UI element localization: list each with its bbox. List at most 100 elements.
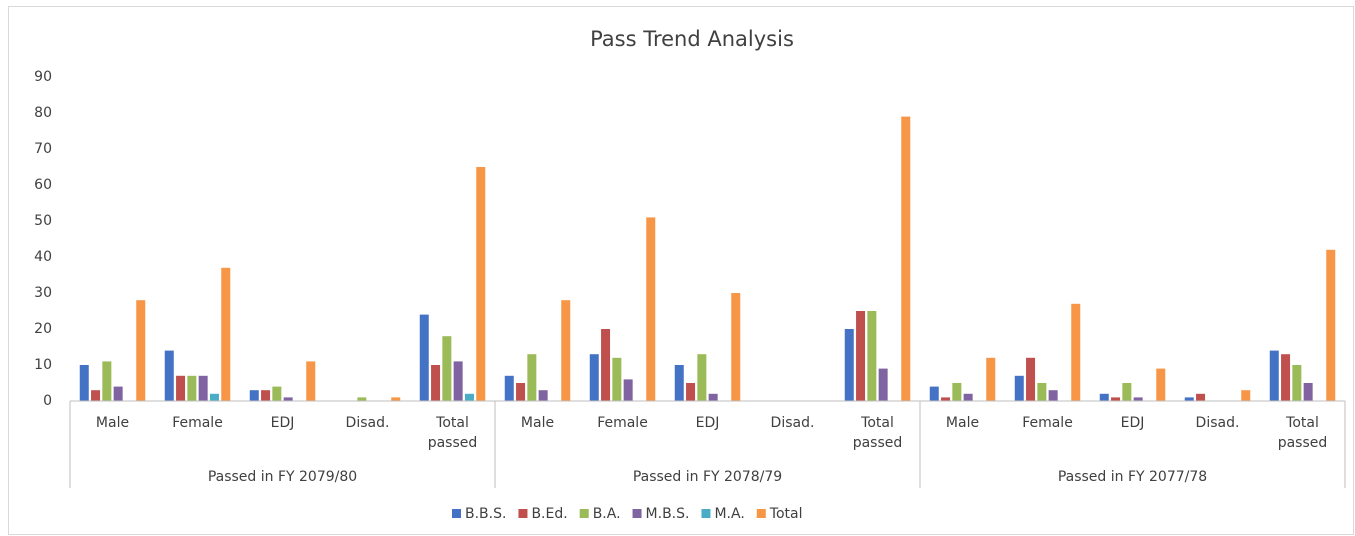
y-tick-label: 10 bbox=[34, 357, 52, 373]
y-tick-label: 0 bbox=[43, 393, 52, 409]
bar bbox=[516, 383, 526, 401]
bar bbox=[646, 217, 656, 401]
bar bbox=[221, 267, 231, 401]
x-tick-label: EDJ bbox=[1120, 415, 1145, 431]
bar bbox=[901, 116, 911, 401]
bar bbox=[929, 386, 939, 401]
group-label: Passed in FY 2079/80 bbox=[208, 469, 357, 485]
bar bbox=[731, 293, 741, 401]
x-tick-label: Disad. bbox=[1195, 415, 1240, 431]
bar bbox=[589, 354, 599, 401]
bar bbox=[1303, 383, 1313, 401]
x-tick-label: EDJ bbox=[695, 415, 720, 431]
bar bbox=[198, 375, 208, 401]
y-tick-label: 60 bbox=[34, 177, 52, 193]
bar bbox=[261, 390, 271, 401]
y-tick-label: 70 bbox=[34, 141, 52, 157]
bar bbox=[1026, 357, 1036, 401]
bar bbox=[306, 361, 316, 401]
legend-label: Total bbox=[769, 506, 803, 522]
x-tick-label: Female bbox=[1022, 415, 1073, 431]
y-tick-label: 40 bbox=[34, 249, 52, 265]
chart-title: Pass Trend Analysis bbox=[590, 27, 794, 51]
bar bbox=[1184, 397, 1194, 401]
bar bbox=[1099, 393, 1109, 401]
x-tick-label: Disad. bbox=[345, 415, 390, 431]
legend-swatch bbox=[756, 509, 766, 518]
bar bbox=[209, 393, 219, 401]
bar bbox=[442, 336, 452, 401]
bar bbox=[1014, 375, 1024, 401]
bar bbox=[963, 393, 973, 401]
y-tick-label: 90 bbox=[34, 69, 52, 85]
bar bbox=[1326, 249, 1336, 401]
bar bbox=[561, 300, 571, 401]
bar bbox=[1156, 368, 1166, 401]
bar bbox=[612, 357, 622, 401]
x-tick-label: Female bbox=[172, 415, 223, 431]
y-tick-label: 20 bbox=[34, 321, 52, 337]
bar bbox=[91, 390, 101, 401]
bar bbox=[1111, 397, 1121, 401]
bar bbox=[176, 375, 186, 401]
bar bbox=[1048, 390, 1058, 401]
legend-label: B.A. bbox=[593, 506, 621, 522]
bar bbox=[1292, 365, 1302, 401]
bar bbox=[113, 386, 123, 401]
group-label: Passed in FY 2078/79 bbox=[633, 469, 782, 485]
x-tick-label: Total passed bbox=[427, 415, 478, 451]
bar bbox=[79, 365, 89, 401]
bar bbox=[419, 314, 429, 401]
legend-swatch bbox=[632, 509, 642, 518]
bar bbox=[1037, 383, 1047, 401]
x-tick-label: Male bbox=[945, 415, 980, 431]
bar bbox=[856, 311, 866, 401]
bar bbox=[1196, 393, 1206, 401]
bar bbox=[674, 365, 684, 401]
bar bbox=[453, 361, 463, 401]
legend-swatch bbox=[452, 509, 461, 518]
y-tick-label: 50 bbox=[34, 213, 52, 229]
legend-label: M.A. bbox=[714, 506, 744, 522]
bar bbox=[102, 361, 112, 401]
bar bbox=[878, 368, 888, 401]
bar bbox=[867, 311, 877, 401]
bar bbox=[464, 393, 474, 401]
x-tick-label: Male bbox=[95, 415, 130, 431]
legend-label: B.Ed. bbox=[531, 506, 567, 522]
x-tick-label: Total passed bbox=[852, 415, 903, 451]
bar bbox=[708, 393, 718, 401]
bar bbox=[187, 375, 197, 401]
bar bbox=[952, 383, 962, 401]
bar bbox=[697, 354, 707, 401]
x-tick-label: Male bbox=[520, 415, 555, 431]
legend-swatch bbox=[579, 509, 589, 518]
bar bbox=[1133, 397, 1143, 401]
bar bbox=[941, 397, 951, 401]
bar bbox=[431, 365, 441, 401]
chart-border bbox=[8, 6, 1354, 535]
bar bbox=[283, 397, 293, 401]
bar bbox=[249, 390, 259, 401]
legend-swatch bbox=[518, 509, 528, 518]
bar bbox=[164, 350, 174, 401]
bar bbox=[1281, 354, 1291, 401]
bar bbox=[1241, 390, 1251, 401]
bar bbox=[1071, 303, 1081, 401]
bar bbox=[476, 167, 486, 401]
bar bbox=[1269, 350, 1279, 401]
bar bbox=[272, 386, 282, 401]
legend-label: M.B.S. bbox=[646, 506, 690, 522]
bar bbox=[623, 379, 633, 401]
x-tick-label: Female bbox=[597, 415, 648, 431]
bar bbox=[601, 329, 611, 401]
y-tick-label: 30 bbox=[34, 285, 52, 301]
bar bbox=[504, 375, 514, 401]
x-tick-label: Total passed bbox=[1277, 415, 1328, 451]
bar bbox=[357, 397, 367, 401]
bar bbox=[391, 397, 401, 401]
group-label: Passed in FY 2077/78 bbox=[1058, 469, 1207, 485]
bar bbox=[986, 357, 996, 401]
bar bbox=[686, 383, 696, 401]
